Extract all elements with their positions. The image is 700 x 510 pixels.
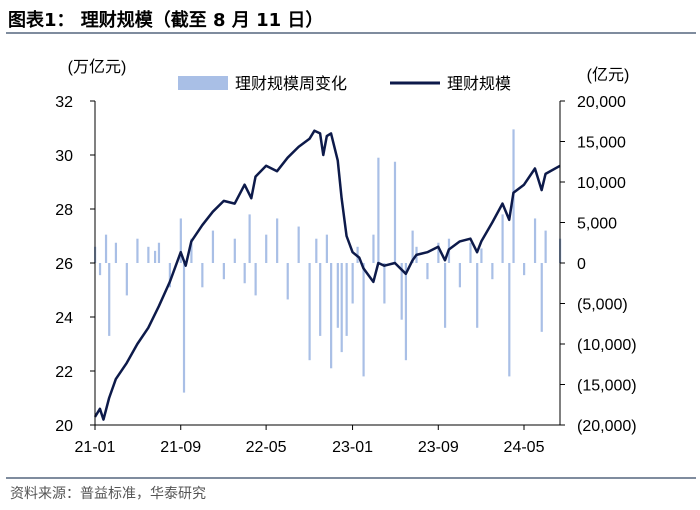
weekly-change-bar bbox=[533, 218, 537, 263]
weekly-change-bar bbox=[125, 263, 128, 296]
right-tick-label: 5,000 bbox=[577, 216, 617, 233]
weekly-change-bar bbox=[308, 263, 311, 361]
x-tick-label: 24-05 bbox=[504, 439, 545, 456]
weekly-change-bar bbox=[168, 263, 171, 288]
left-tick-label: 20 bbox=[55, 418, 73, 435]
weekly-change-bar bbox=[393, 161, 397, 263]
weekly-change-bar bbox=[104, 234, 108, 263]
weekly-change-bar bbox=[147, 246, 150, 263]
right-tick-label: 15,000 bbox=[577, 135, 626, 152]
left-tick-label: 22 bbox=[55, 364, 73, 381]
left-tick-label: 28 bbox=[55, 202, 73, 219]
weekly-change-bar bbox=[458, 263, 461, 288]
weekly-change-bar bbox=[286, 263, 289, 300]
weekly-change-bar bbox=[351, 263, 354, 304]
legend-label-scale: 理财规模 bbox=[447, 75, 511, 93]
weekly-change-bar bbox=[222, 263, 225, 280]
weekly-change-bar bbox=[480, 248, 483, 263]
chart-svg: 20 22 24 26 28 30 32 20,000 15,000 10,000 5,000 0 (5… bbox=[55, 58, 636, 456]
weekly-change-bar bbox=[319, 263, 322, 336]
weekly-change-bars bbox=[94, 129, 562, 393]
weekly-change-bar bbox=[508, 263, 511, 377]
left-tick-label: 32 bbox=[55, 94, 73, 111]
weekly-change-bar bbox=[540, 263, 543, 332]
weekly-change-bar bbox=[114, 242, 118, 263]
x-tick-label: 23-01 bbox=[332, 439, 373, 456]
weekly-change-bar bbox=[325, 234, 328, 263]
weekly-change-bar bbox=[201, 263, 204, 288]
left-tick-label: 30 bbox=[55, 148, 73, 165]
right-tick-label: 20,000 bbox=[577, 94, 626, 111]
weekly-change-bar bbox=[243, 263, 246, 284]
left-tick-label: 24 bbox=[55, 310, 73, 327]
right-tick-label: 0 bbox=[577, 256, 586, 273]
legend-swatch-bar bbox=[178, 76, 228, 90]
x-tick-label: 21-01 bbox=[75, 439, 116, 456]
x-tick-label: 23-09 bbox=[418, 439, 459, 456]
weekly-change-bar bbox=[400, 263, 403, 320]
weekly-change-bar bbox=[336, 263, 339, 328]
weekly-change-bar bbox=[523, 263, 526, 276]
weekly-change-bar bbox=[476, 263, 479, 328]
title-rule bbox=[6, 32, 696, 34]
figure-title: 图表1： 理财规模（截至 8 月 11 日） bbox=[8, 10, 324, 31]
weekly-change-bar bbox=[544, 230, 547, 263]
left-axis-unit: (万亿元) bbox=[68, 58, 127, 76]
right-tick-label: (5,000) bbox=[577, 297, 628, 314]
weekly-change-bar bbox=[297, 226, 300, 263]
weekly-change-bar bbox=[383, 263, 386, 304]
x-tick-label: 21-09 bbox=[160, 439, 201, 456]
weekly-change-bar bbox=[153, 250, 157, 263]
weekly-change-bar bbox=[469, 242, 472, 263]
weekly-change-bar bbox=[211, 230, 215, 263]
chart-axes: 20 22 24 26 28 30 32 20,000 15,000 10,000 5,000 0 (5… bbox=[55, 58, 636, 456]
weekly-change-bar bbox=[404, 263, 408, 361]
weekly-change-bar bbox=[491, 263, 494, 280]
weekly-change-bar bbox=[136, 238, 139, 263]
weekly-change-bar bbox=[411, 230, 414, 263]
right-tick-label: (20,000) bbox=[577, 418, 637, 435]
right-tick-label: (15,000) bbox=[577, 378, 637, 395]
x-tick-label: 22-05 bbox=[246, 439, 287, 456]
weekly-change-bar bbox=[345, 263, 348, 336]
weekly-change-bar bbox=[340, 263, 343, 353]
right-tick-label: 10,000 bbox=[577, 175, 626, 192]
weekly-change-bar bbox=[108, 263, 111, 336]
source-note: 资料来源：普益标准，华泰研究 bbox=[10, 486, 206, 502]
weekly-change-bar bbox=[315, 238, 318, 263]
right-axis-unit: (亿元) bbox=[587, 66, 630, 84]
weekly-change-bar bbox=[437, 242, 440, 263]
weekly-change-bar bbox=[372, 234, 375, 263]
weekly-change-bar bbox=[254, 263, 257, 296]
weekly-change-bar bbox=[157, 242, 161, 263]
weekly-change-bar bbox=[233, 238, 236, 263]
weekly-change-bar bbox=[190, 238, 193, 263]
weekly-change-bar bbox=[426, 263, 429, 280]
weekly-change-bar bbox=[362, 263, 365, 377]
weekly-change-bar bbox=[330, 263, 333, 369]
weekly-change-bar bbox=[98, 263, 102, 276]
weekly-change-bar bbox=[501, 214, 504, 263]
chart-legend: 理财规模周变化 理财规模 bbox=[178, 75, 511, 93]
weekly-change-bar bbox=[377, 157, 380, 263]
legend-label-weekly-change: 理财规模周变化 bbox=[235, 75, 347, 93]
weekly-change-bar bbox=[265, 234, 268, 263]
footer-rule bbox=[6, 477, 696, 479]
weekly-change-bar bbox=[179, 218, 182, 263]
weekly-change-bar bbox=[276, 218, 279, 263]
weekly-change-bar bbox=[248, 214, 251, 263]
weekly-change-bar bbox=[182, 263, 186, 393]
weekly-change-bar bbox=[443, 263, 447, 328]
left-tick-label: 26 bbox=[55, 256, 73, 273]
right-tick-label: (10,000) bbox=[577, 337, 637, 354]
scale-line bbox=[93, 129, 561, 421]
